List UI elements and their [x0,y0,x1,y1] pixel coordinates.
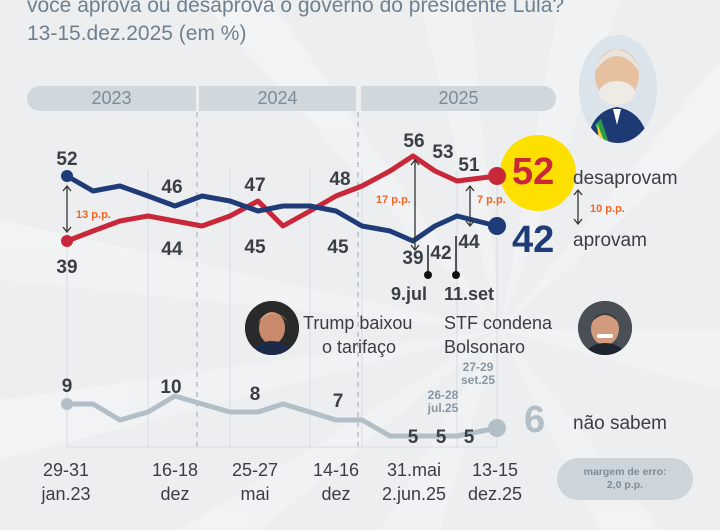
event-description: STF condena [444,313,553,333]
year-2023-band: 2023 [27,86,196,111]
series-point-approve-end [488,217,506,235]
chart-title: você aprova ou desaprova o governo do pr… [27,0,564,47]
series-point-dont_know-end [488,419,506,437]
x-tick-line1: 14-16 [312,460,360,480]
x-tick-label: 31.mai 2.jun.25 [382,458,446,506]
event-pin-dot [424,271,432,279]
highlight-circle [500,135,576,211]
x-tick-line1: 16-18 [151,460,199,480]
survey-date-line: jul.25 [427,401,459,415]
year-2024-band: 2024 [199,86,356,111]
data-label-approve: 45 [244,237,266,258]
series-line-disapprove [66,153,498,244]
data-label-dont_know: 5 [407,427,419,448]
series-point-disapprove-end [488,167,506,185]
margin-label: margem de erro: [583,466,667,478]
x-tick-line2: dez.25 [467,484,523,504]
gap-arrow-17 [410,158,420,252]
data-label-disapprove: 39 [56,257,78,278]
data-label-dont_know: 9 [61,376,73,397]
x-tick-label: 16-18 dez [152,458,198,506]
data-label-approve: 42 [430,243,452,264]
trump-photo [245,301,299,355]
gap-label: 7 p.p. [477,194,506,206]
series-line-approve [65,173,498,244]
x-tick-line1: 13-15 [471,460,519,480]
event-date: 9.jul [391,284,428,304]
margin-of-error-badge: margem de erro: 2,0 p.p. [557,458,693,500]
data-label-dont_know: 7 [332,391,344,412]
data-label-dont_know: 5 [435,427,447,448]
year-2025-band: 2025 [361,86,556,111]
data-label-approve: 52 [56,149,78,170]
data-label-disapprove: 53 [432,142,454,163]
event-date: 11.set [444,284,495,304]
x-tick-line2: dez [321,484,351,504]
survey-date-note: 26-28 jul.25 [428,389,459,415]
bolsonaro-portrait-icon [578,301,632,355]
gap-label: 13 p.p. [76,209,111,221]
event-description: Bolsonaro [444,337,526,357]
date-subtitle: 13-15.dez.2025 (em %) [27,22,247,45]
x-tick-line2: 2.jun.25 [381,484,447,504]
x-tick-label: 25-27 mai [232,458,278,506]
gap-arrow-13 [62,184,72,234]
data-label-approve: 46 [161,177,183,198]
series-line-dont_know [67,393,498,439]
legend-approve: aprovam [573,230,647,251]
gap-label: 10 p.p. [590,203,625,215]
series-point-disapprove-start [61,235,73,247]
data-label-disapprove: 51 [458,155,480,176]
x-tick-line2: mai [240,484,270,504]
series-point-dont_know-start [61,398,73,410]
gap-arrow-7 [465,184,475,228]
data-label-approve: 39 [402,248,424,269]
lula-portrait-icon [579,35,657,143]
x-tick-line2: dez [160,484,190,504]
series-point-approve-start [61,170,73,182]
survey-date-line: 26-28 [427,388,459,402]
data-label-disapprove: 56 [403,131,425,152]
x-tick-line2: jan.23 [41,484,91,504]
question-text: você aprova ou desaprova o governo do pr… [27,0,565,17]
x-tick-line1: 25-27 [231,460,279,480]
final-approve-value: 42 [512,219,555,261]
data-label-disapprove: 48 [329,169,351,190]
data-label-disapprove: 44 [161,239,183,260]
trump-portrait-icon [245,301,299,355]
legend-dont-know: não sabem [573,413,668,434]
lula-photo [579,35,657,143]
gap-label: 17 p.p. [376,194,411,206]
legend-disapprove: desaprovam [573,168,678,189]
survey-date-line: 27-29 [462,360,494,374]
data-label-approve: 44 [458,232,480,253]
x-tick-line1: 29-31 [42,460,90,480]
survey-date-note: 27-29 set.25 [461,361,495,387]
data-label-dont_know: 10 [160,377,182,398]
data-label-disapprove: 47 [244,175,266,196]
x-tick-line1: 31.mai [386,460,442,480]
margin-value: 2,0 p.p. [606,479,644,491]
bolsonaro-photo [578,301,632,355]
final-disapprove-value: 52 [512,151,555,193]
x-tick-label: 29-31 jan.23 [41,458,90,506]
data-label-dont_know: 5 [463,427,475,448]
x-tick-label: 14-16 dez [313,458,359,506]
event-description: Trump baixou [303,313,413,333]
data-label-dont_know: 8 [249,384,261,405]
final-dont-know-value: 6 [524,399,546,441]
x-tick-label: 13-15 dez.25 [468,458,522,506]
gap-arrow-10 [573,188,583,226]
data-label-approve: 45 [327,237,349,258]
event-description: o tarifaço [322,337,397,357]
event-pin-dot [452,271,460,279]
survey-date-line: set.25 [460,373,496,387]
